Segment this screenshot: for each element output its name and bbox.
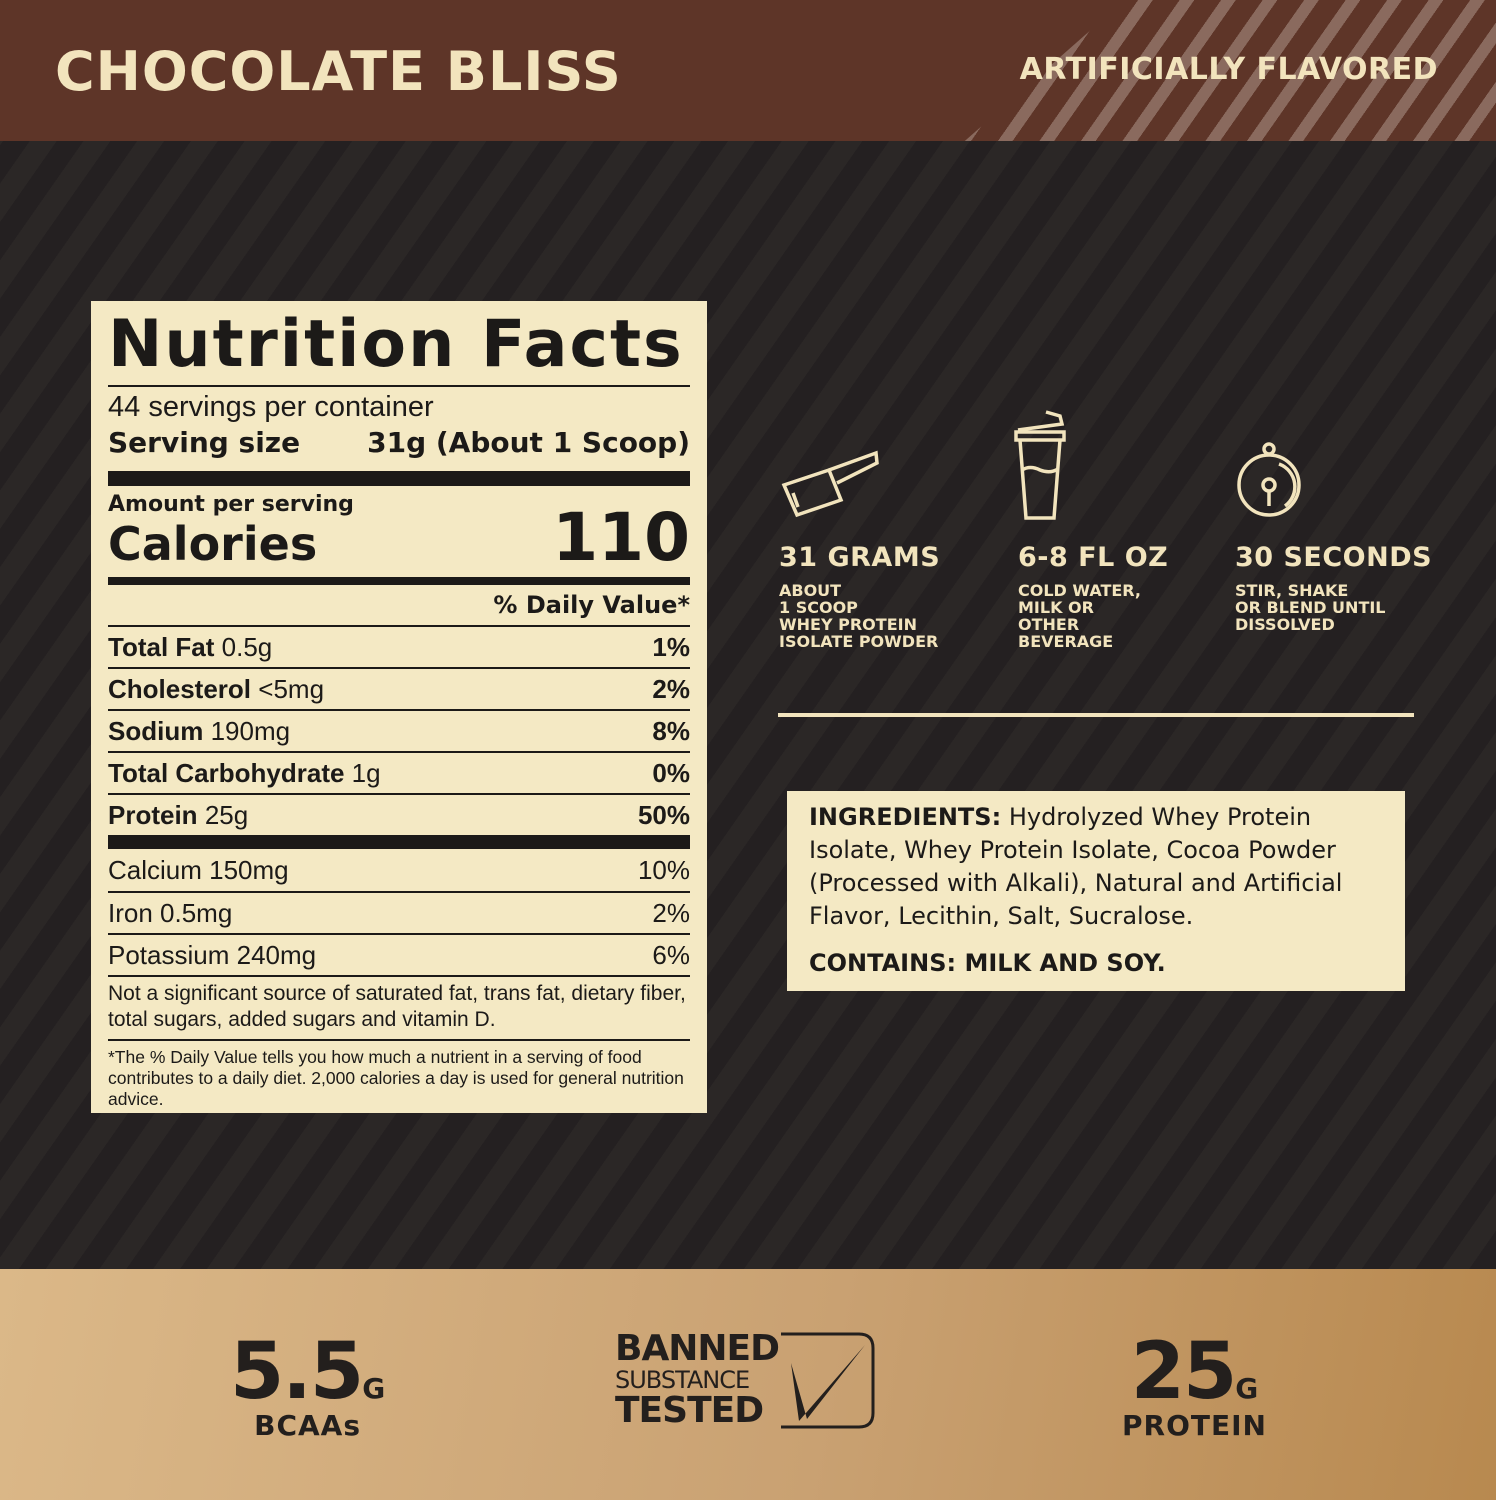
mineral-dv: 10% bbox=[637, 854, 690, 885]
banned-substance-badge: BANNED SUBSTANCE TESTED bbox=[615, 1331, 885, 1429]
not-significant-note: Not a significant source of saturated fa… bbox=[108, 975, 690, 1039]
serving-size: Serving size 31g (About 1 Scoop) bbox=[108, 426, 690, 459]
bottom-stats-banner: 5.5G BCAAs BANNED SUBSTANCE TESTED 25G P… bbox=[0, 1269, 1496, 1500]
nutrient-name-amount: Total Fat 0.5g bbox=[108, 632, 272, 663]
allergen-statement: CONTAINS: MILK AND SOY. bbox=[809, 949, 1166, 977]
mineral-name: Calcium 150mg bbox=[108, 854, 289, 885]
nutrition-title: Nutrition Facts bbox=[108, 307, 684, 382]
serving-size-value: 31g (About 1 Scoop) bbox=[367, 426, 690, 459]
shaker-icon bbox=[1014, 410, 1066, 520]
nutrient-dv: 1% bbox=[652, 631, 690, 662]
nutrient-name-amount: Protein 25g bbox=[108, 800, 248, 831]
flavor-title: CHOCOLATE BLISS bbox=[55, 40, 622, 103]
nutrient-dv: 2% bbox=[652, 673, 690, 704]
ingredients-text: INGREDIENTS: Hydrolyzed Whey Protein Iso… bbox=[809, 801, 1383, 933]
nutrient-row: Cholesterol <5mg 2% bbox=[108, 667, 690, 709]
prep-head: 31 GRAMS bbox=[779, 542, 941, 573]
mineral-name: Potassium 240mg bbox=[108, 939, 317, 970]
nutrition-facts-panel: Nutrition Facts 44 servings per containe… bbox=[91, 301, 707, 1113]
header-banner: CHOCOLATE BLISS ARTIFICIALLY FLAVORED bbox=[0, 0, 1496, 141]
prep-head: 6-8 FL OZ bbox=[1018, 542, 1169, 573]
prep-head: 30 SECONDS bbox=[1235, 542, 1433, 573]
calories-value: 110 bbox=[552, 499, 690, 576]
mineral-row: Potassium 240mg 6% bbox=[108, 933, 690, 975]
ingredients-list: Hydrolyzed Whey Protein Isolate, Whey Pr… bbox=[809, 803, 1343, 930]
calories-label: Calories bbox=[108, 517, 318, 571]
nutrient-name-amount: Total Carbohydrate 1g bbox=[108, 758, 381, 789]
nutrient-name: Sodium bbox=[108, 715, 204, 746]
nutrient-row: Total Carbohydrate 1g 0% bbox=[108, 751, 690, 793]
nutrient-name: Cholesterol bbox=[108, 673, 252, 704]
prep-sub: COLD WATER, MILK OR OTHER BEVERAGE bbox=[1018, 581, 1141, 651]
protein-stat: 25G PROTEIN bbox=[1122, 1327, 1267, 1442]
banned-line2: SUBSTANCE bbox=[615, 1366, 750, 1394]
nutrient-row: Sodium 190mg 8% bbox=[108, 709, 690, 751]
mineral-row: Iron 0.5mg 2% bbox=[108, 891, 690, 933]
nutrient-amount: 190mg bbox=[210, 715, 291, 746]
protein-unit: G bbox=[1235, 1372, 1259, 1405]
daily-value-footnote: *The % Daily Value tells you how much a … bbox=[108, 1039, 690, 1110]
nutrient-dv: 0% bbox=[652, 757, 690, 788]
nutrient-name: Total Carbohydrate bbox=[108, 757, 345, 788]
daily-value-header: % Daily Value* bbox=[493, 591, 690, 619]
nutrient-amount: 25g bbox=[204, 799, 249, 830]
serving-size-label: Serving size bbox=[108, 426, 301, 459]
nutrient-name-amount: Cholesterol <5mg bbox=[108, 674, 324, 705]
nutrient-dv: 50% bbox=[637, 799, 690, 830]
ingredients-label: INGREDIENTS: bbox=[809, 803, 1002, 831]
divider bbox=[778, 713, 1414, 717]
mineral-row: Calcium 150mg 10% bbox=[108, 849, 690, 891]
bcaa-unit: G bbox=[362, 1372, 386, 1405]
nutrient-amount: 0.5g bbox=[221, 631, 273, 662]
nutrient-name-amount: Sodium 190mg bbox=[108, 716, 290, 747]
prep-sub: STIR, SHAKE OR BLEND UNTIL DISSOLVED bbox=[1235, 581, 1386, 634]
bcaa-value: 5.5 bbox=[230, 1327, 364, 1417]
mineral-dv: 2% bbox=[652, 897, 690, 928]
mineral-dv: 6% bbox=[652, 939, 690, 970]
banned-line3: TESTED bbox=[615, 1390, 764, 1431]
stopwatch-icon bbox=[1237, 442, 1301, 517]
ingredients-box: INGREDIENTS: Hydrolyzed Whey Protein Iso… bbox=[787, 791, 1405, 991]
nutrient-row: Total Fat 0.5g 1% bbox=[108, 625, 690, 667]
nutrient-dv: 8% bbox=[652, 715, 690, 746]
flavor-note: ARTIFICIALLY FLAVORED bbox=[1019, 52, 1438, 87]
bcaa-label: BCAAs bbox=[254, 1409, 362, 1442]
prep-sub: ABOUT 1 SCOOP WHEY PROTEIN ISOLATE POWDE… bbox=[779, 581, 939, 651]
nutrient-amount: <5mg bbox=[258, 673, 325, 704]
checkmark-icon bbox=[781, 1332, 875, 1429]
protein-label: PROTEIN bbox=[1122, 1409, 1267, 1442]
mineral-name: Iron 0.5mg bbox=[108, 897, 233, 928]
nutrient-name: Total Fat bbox=[108, 631, 215, 662]
calories-row: Calories 110 bbox=[108, 505, 690, 572]
protein-value: 25 bbox=[1130, 1327, 1238, 1417]
banned-line1: BANNED bbox=[615, 1328, 780, 1369]
amount-per-serving: Amount per serving bbox=[108, 492, 354, 517]
scoop-icon bbox=[781, 450, 879, 518]
nutrient-amount: 1g bbox=[351, 757, 381, 788]
nutrient-row: Protein 25g 50% bbox=[108, 793, 690, 835]
bcaa-stat: 5.5G BCAAs bbox=[230, 1327, 385, 1442]
nutrient-name: Protein bbox=[108, 799, 198, 830]
servings-per-container: 44 servings per container bbox=[108, 391, 434, 423]
